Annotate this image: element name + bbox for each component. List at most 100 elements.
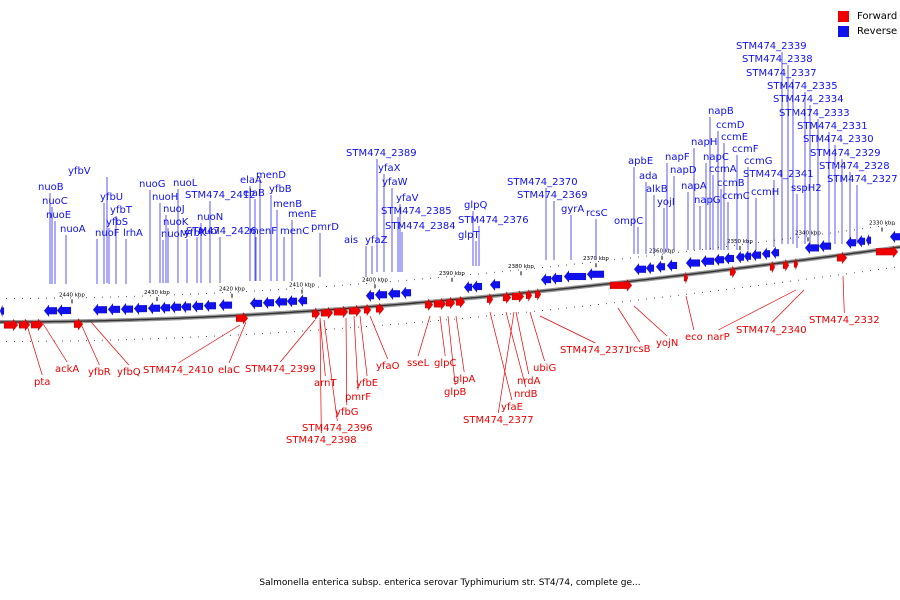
grid-dot	[126, 339, 127, 341]
forward-gene-leader	[280, 319, 316, 363]
reverse-gene-label: STM474_2335	[767, 81, 838, 92]
grid-dot	[590, 304, 591, 306]
grid-dot	[662, 253, 663, 255]
forward-gene-leader	[529, 311, 545, 362]
forward-gene-leader	[345, 317, 348, 406]
grid-dot	[214, 292, 215, 294]
reverse-gene-label: yfaX	[378, 163, 401, 174]
grid-dot	[182, 337, 183, 339]
forward-strand-genes	[3, 245, 899, 332]
forward-gene-label: yfaO	[376, 361, 400, 372]
grid-dot	[262, 290, 263, 292]
tick-label: 2350 kbp	[727, 239, 753, 245]
grid-dot	[614, 302, 615, 304]
grid-dot	[614, 259, 615, 261]
grid-dot	[806, 278, 807, 280]
grid-dot	[22, 297, 23, 299]
grid-dot	[646, 298, 647, 300]
grid-dot	[14, 341, 15, 342]
forward-gene-label: STM474_2377	[463, 415, 534, 426]
grid-dot	[598, 261, 599, 262]
grid-dot	[190, 336, 191, 338]
reverse-gene-label: nuoG	[139, 179, 166, 190]
reverse-gene-label: STM474_2330	[803, 134, 874, 145]
grid-dot	[750, 285, 751, 287]
grid-dot	[350, 327, 351, 329]
grid-dot	[342, 327, 343, 329]
grid-dot	[726, 288, 727, 290]
reverse-gene-arrow	[655, 260, 666, 274]
reverse-gene-label: yfaW	[382, 177, 408, 188]
grid-dot	[102, 296, 103, 298]
grid-dot	[222, 292, 223, 294]
forward-gene-label: STM474_2332	[809, 315, 880, 326]
reverse-gene-arrow	[471, 279, 483, 294]
reverse-gene-arrow	[159, 301, 171, 315]
reverse-gene-label: nuoA	[60, 224, 86, 235]
reverse-gene-arrow	[586, 267, 605, 281]
grid-dot	[742, 243, 743, 245]
forward-gene-label: pta	[34, 377, 50, 388]
grid-dot	[646, 255, 647, 257]
forward-swatch	[838, 11, 849, 22]
grid-dot	[462, 317, 463, 319]
reverse-gene-label: yfbU	[100, 192, 123, 203]
grid-dot	[6, 298, 7, 299]
legend-reverse[interactable]: Reverse	[838, 24, 897, 39]
reverse-gene-label: alkB	[646, 184, 668, 195]
reverse-gene-label: STM474_2338	[742, 54, 813, 65]
grid-dot	[86, 340, 87, 342]
tick-label: 2340 kbp	[795, 230, 821, 236]
grid-dot	[142, 338, 143, 340]
grid-dots	[6, 223, 895, 342]
grid-dot	[726, 245, 727, 247]
grid-dot	[238, 291, 239, 293]
grid-dot	[462, 274, 463, 276]
grid-dot	[822, 276, 823, 278]
grid-dot	[238, 334, 239, 336]
reverse-gene-label: STM474_2333	[779, 108, 850, 119]
reverse-gene-arrow	[540, 273, 552, 287]
grid-dot	[190, 293, 191, 295]
grid-dot	[398, 280, 399, 282]
reverse-gene-label: napF	[665, 152, 690, 163]
reverse-gene-label: glpT	[458, 230, 480, 241]
grid-dot	[798, 236, 799, 238]
grid-dot	[254, 333, 255, 335]
grid-dot	[278, 289, 279, 291]
grid-dot	[758, 241, 759, 243]
grid-dot	[302, 330, 303, 332]
reverse-gene-label: nuoB	[38, 182, 64, 193]
grid-dot	[390, 324, 391, 326]
forward-gene-leader	[323, 319, 338, 422]
reverse-gene-label: menD	[256, 170, 286, 181]
grid-dot	[774, 239, 775, 241]
forward-gene-leader	[369, 315, 389, 360]
reverse-gene-arrow	[203, 299, 217, 313]
grid-dot	[702, 291, 703, 293]
tick-label: 2420 kbp	[219, 287, 245, 293]
grid-dot	[310, 287, 311, 289]
reverse-gene-label: STM474_2426	[186, 226, 257, 237]
legend-forward[interactable]: Forward	[838, 9, 897, 24]
grid-dot	[502, 271, 503, 273]
grid-dot	[158, 338, 159, 339]
grid-dot	[558, 265, 559, 267]
forward-gene-leader	[319, 319, 322, 434]
forward-gene-leader	[771, 289, 805, 324]
grid-dot	[326, 329, 327, 330]
grid-dot	[878, 226, 879, 227]
grid-dot	[270, 289, 271, 291]
grid-dot	[430, 320, 431, 322]
grid-dot	[510, 313, 511, 315]
grid-dot	[862, 271, 863, 273]
reverse-gene-arrow	[700, 254, 715, 268]
forward-gene-label: rcsB	[629, 344, 651, 355]
forward-gene-leader	[80, 323, 100, 366]
grid-dot	[478, 273, 479, 275]
forward-gene-leader	[539, 315, 596, 344]
grid-dot	[710, 290, 711, 292]
reverse-gene-arrow	[550, 271, 563, 286]
reverse-gene-arrow	[374, 288, 388, 302]
grid-dot	[350, 284, 351, 286]
